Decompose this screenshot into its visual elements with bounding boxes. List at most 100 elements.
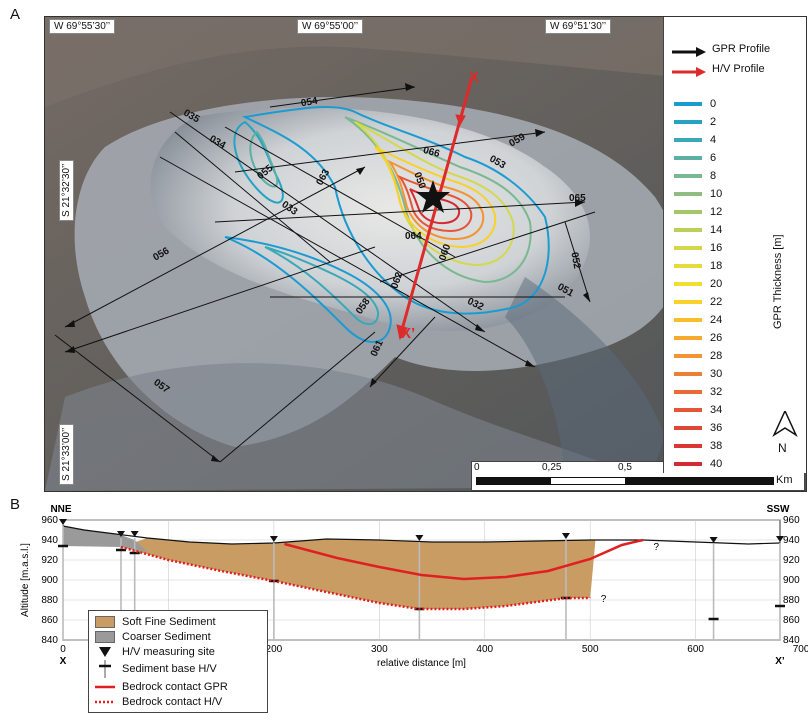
x-tick-label: 600 (687, 644, 704, 655)
x-end-label: X’ (775, 656, 785, 667)
legend-value: 12 (710, 206, 723, 218)
legend-entry: 36 (674, 419, 722, 437)
legend-hv-label: H/V Profile (712, 63, 765, 75)
scale-unit: Km (776, 474, 793, 486)
red-dotted-line-icon (95, 700, 115, 703)
north-label: N (778, 441, 787, 455)
legend-value: 38 (710, 440, 723, 452)
red-arrow-icon (672, 67, 706, 77)
legend-value: 28 (710, 350, 723, 362)
x-tick-label: 0 (60, 644, 66, 655)
legend-entry: 18 (674, 257, 722, 275)
thickness-contours (224, 106, 550, 343)
hv-site-marker (116, 531, 125, 537)
legend-swatch (674, 444, 702, 448)
coarse-swatch (95, 630, 115, 643)
question-mark: ? (653, 542, 659, 553)
y-tick-label-right: 880 (783, 595, 800, 606)
coarse-sediment-area (63, 526, 148, 552)
legend-swatch (674, 390, 702, 394)
legend-entry: 0 (674, 95, 722, 113)
question-mark: ? (601, 594, 607, 605)
legend-entry: 34 (674, 401, 722, 419)
y-tick-label-left: 900 (41, 575, 58, 586)
legend-value: 16 (710, 242, 723, 254)
legend-value: 2 (710, 116, 717, 128)
legend-entry: 22 (674, 293, 722, 311)
legend-swatch (674, 282, 702, 286)
x-axis-label: relative distance [m] (377, 658, 466, 669)
legend-soft-row: Soft Fine Sediment (94, 614, 262, 629)
legend-swatch (674, 372, 702, 376)
legend-entry: 4 (674, 131, 722, 149)
gpr-bedrock-line (284, 538, 644, 581)
map-legend: GPR Profile H/V Profile 0 2 4 6 8 10 12 14 16 18 2… (663, 17, 806, 473)
hv-site-marker (415, 535, 424, 541)
soft-sediment-area (120, 538, 596, 609)
legend-entry: 2 (674, 113, 722, 131)
x-tick-label: 200 (266, 644, 283, 655)
black-arrow-icon (672, 47, 706, 57)
legend-value: 40 (710, 458, 723, 470)
top-coord-1: W 69°55’30’’ (49, 19, 116, 34)
y-tick-label-left: 840 (41, 635, 58, 646)
legend-value: 4 (710, 134, 717, 146)
legend-swatch (674, 408, 702, 412)
hv-site-marker (269, 536, 278, 542)
satellite-map[interactable]: W 69°55’30’’ W 69°55’00’’ W 69°51’30’’ S… (44, 16, 807, 492)
scale-label-025: 0,25 (542, 462, 562, 473)
y-tick-label-right: 920 (783, 555, 800, 566)
north-arrow-icon (772, 411, 798, 437)
legend-swatch (674, 228, 702, 232)
legend-title-text: GPR Thickness [m] (772, 234, 784, 329)
panel-b-label: B (10, 496, 21, 513)
scale-label-0: 0 (474, 462, 480, 473)
hv-star-icon (416, 180, 450, 213)
hv-site-marker (709, 537, 718, 543)
legend-entry: 24 (674, 311, 722, 329)
legend-swatch (674, 192, 702, 196)
legend-swatch (674, 138, 702, 142)
legend-swatch (674, 156, 702, 160)
legend-swatch (674, 120, 702, 124)
profile-label: 065 (569, 193, 586, 204)
marker-x-start: X (469, 69, 480, 86)
cross-section-legend: Soft Fine Sediment Coarser Sediment H/V … (88, 610, 268, 713)
x-tick-label: 500 (582, 644, 599, 655)
profile-lines (54, 76, 596, 463)
legend-gpr-contact-row: Bedrock contact GPR (94, 679, 262, 694)
legend-soft-label: Soft Fine Sediment (122, 615, 216, 628)
scale-bar-graphic (476, 477, 774, 485)
legend-value: 20 (710, 278, 723, 290)
legend-coarse-row: Coarser Sediment (94, 629, 262, 644)
legend-hv-contact-label: Bedrock contact H/V (122, 695, 223, 708)
legend-entry: 28 (674, 347, 722, 365)
soft-swatch (95, 615, 115, 628)
legend-gpr-label: GPR Profile (712, 43, 771, 55)
y-tick-label-right: 960 (783, 515, 800, 526)
legend-swatch (674, 336, 702, 340)
legend-gpr-contact-label: Bedrock contact GPR (122, 680, 228, 693)
legend-title: GPR Thickness [m] (708, 234, 806, 329)
marker-x-end: X’ (401, 325, 416, 342)
legend-entry: 8 (674, 167, 722, 185)
legend-value: 18 (710, 260, 723, 272)
legend-swatch (674, 426, 702, 430)
side-coord-2: S 21°33’00’’ (59, 423, 74, 485)
nne-label: NNE (50, 504, 71, 515)
legend-entry: 14 (674, 221, 722, 239)
y-tick-label-left: 960 (41, 515, 58, 526)
legend-entry: 38 (674, 437, 722, 455)
legend-entry: 30 (674, 365, 722, 383)
legend-entry: 40 (674, 455, 722, 473)
hv-site-marker (130, 531, 139, 537)
x-tick-label: 300 (371, 644, 388, 655)
legend-value: 34 (710, 404, 723, 416)
y-tick-label-left: 920 (41, 555, 58, 566)
legend-entry: 26 (674, 329, 722, 347)
legend-base-label: Sediment base H/V (122, 663, 217, 675)
legend-swatch (674, 174, 702, 178)
legend-value: 8 (710, 170, 717, 182)
legend-base-row: Sediment base H/V (94, 659, 262, 679)
hv-bedrock-line (120, 545, 591, 611)
